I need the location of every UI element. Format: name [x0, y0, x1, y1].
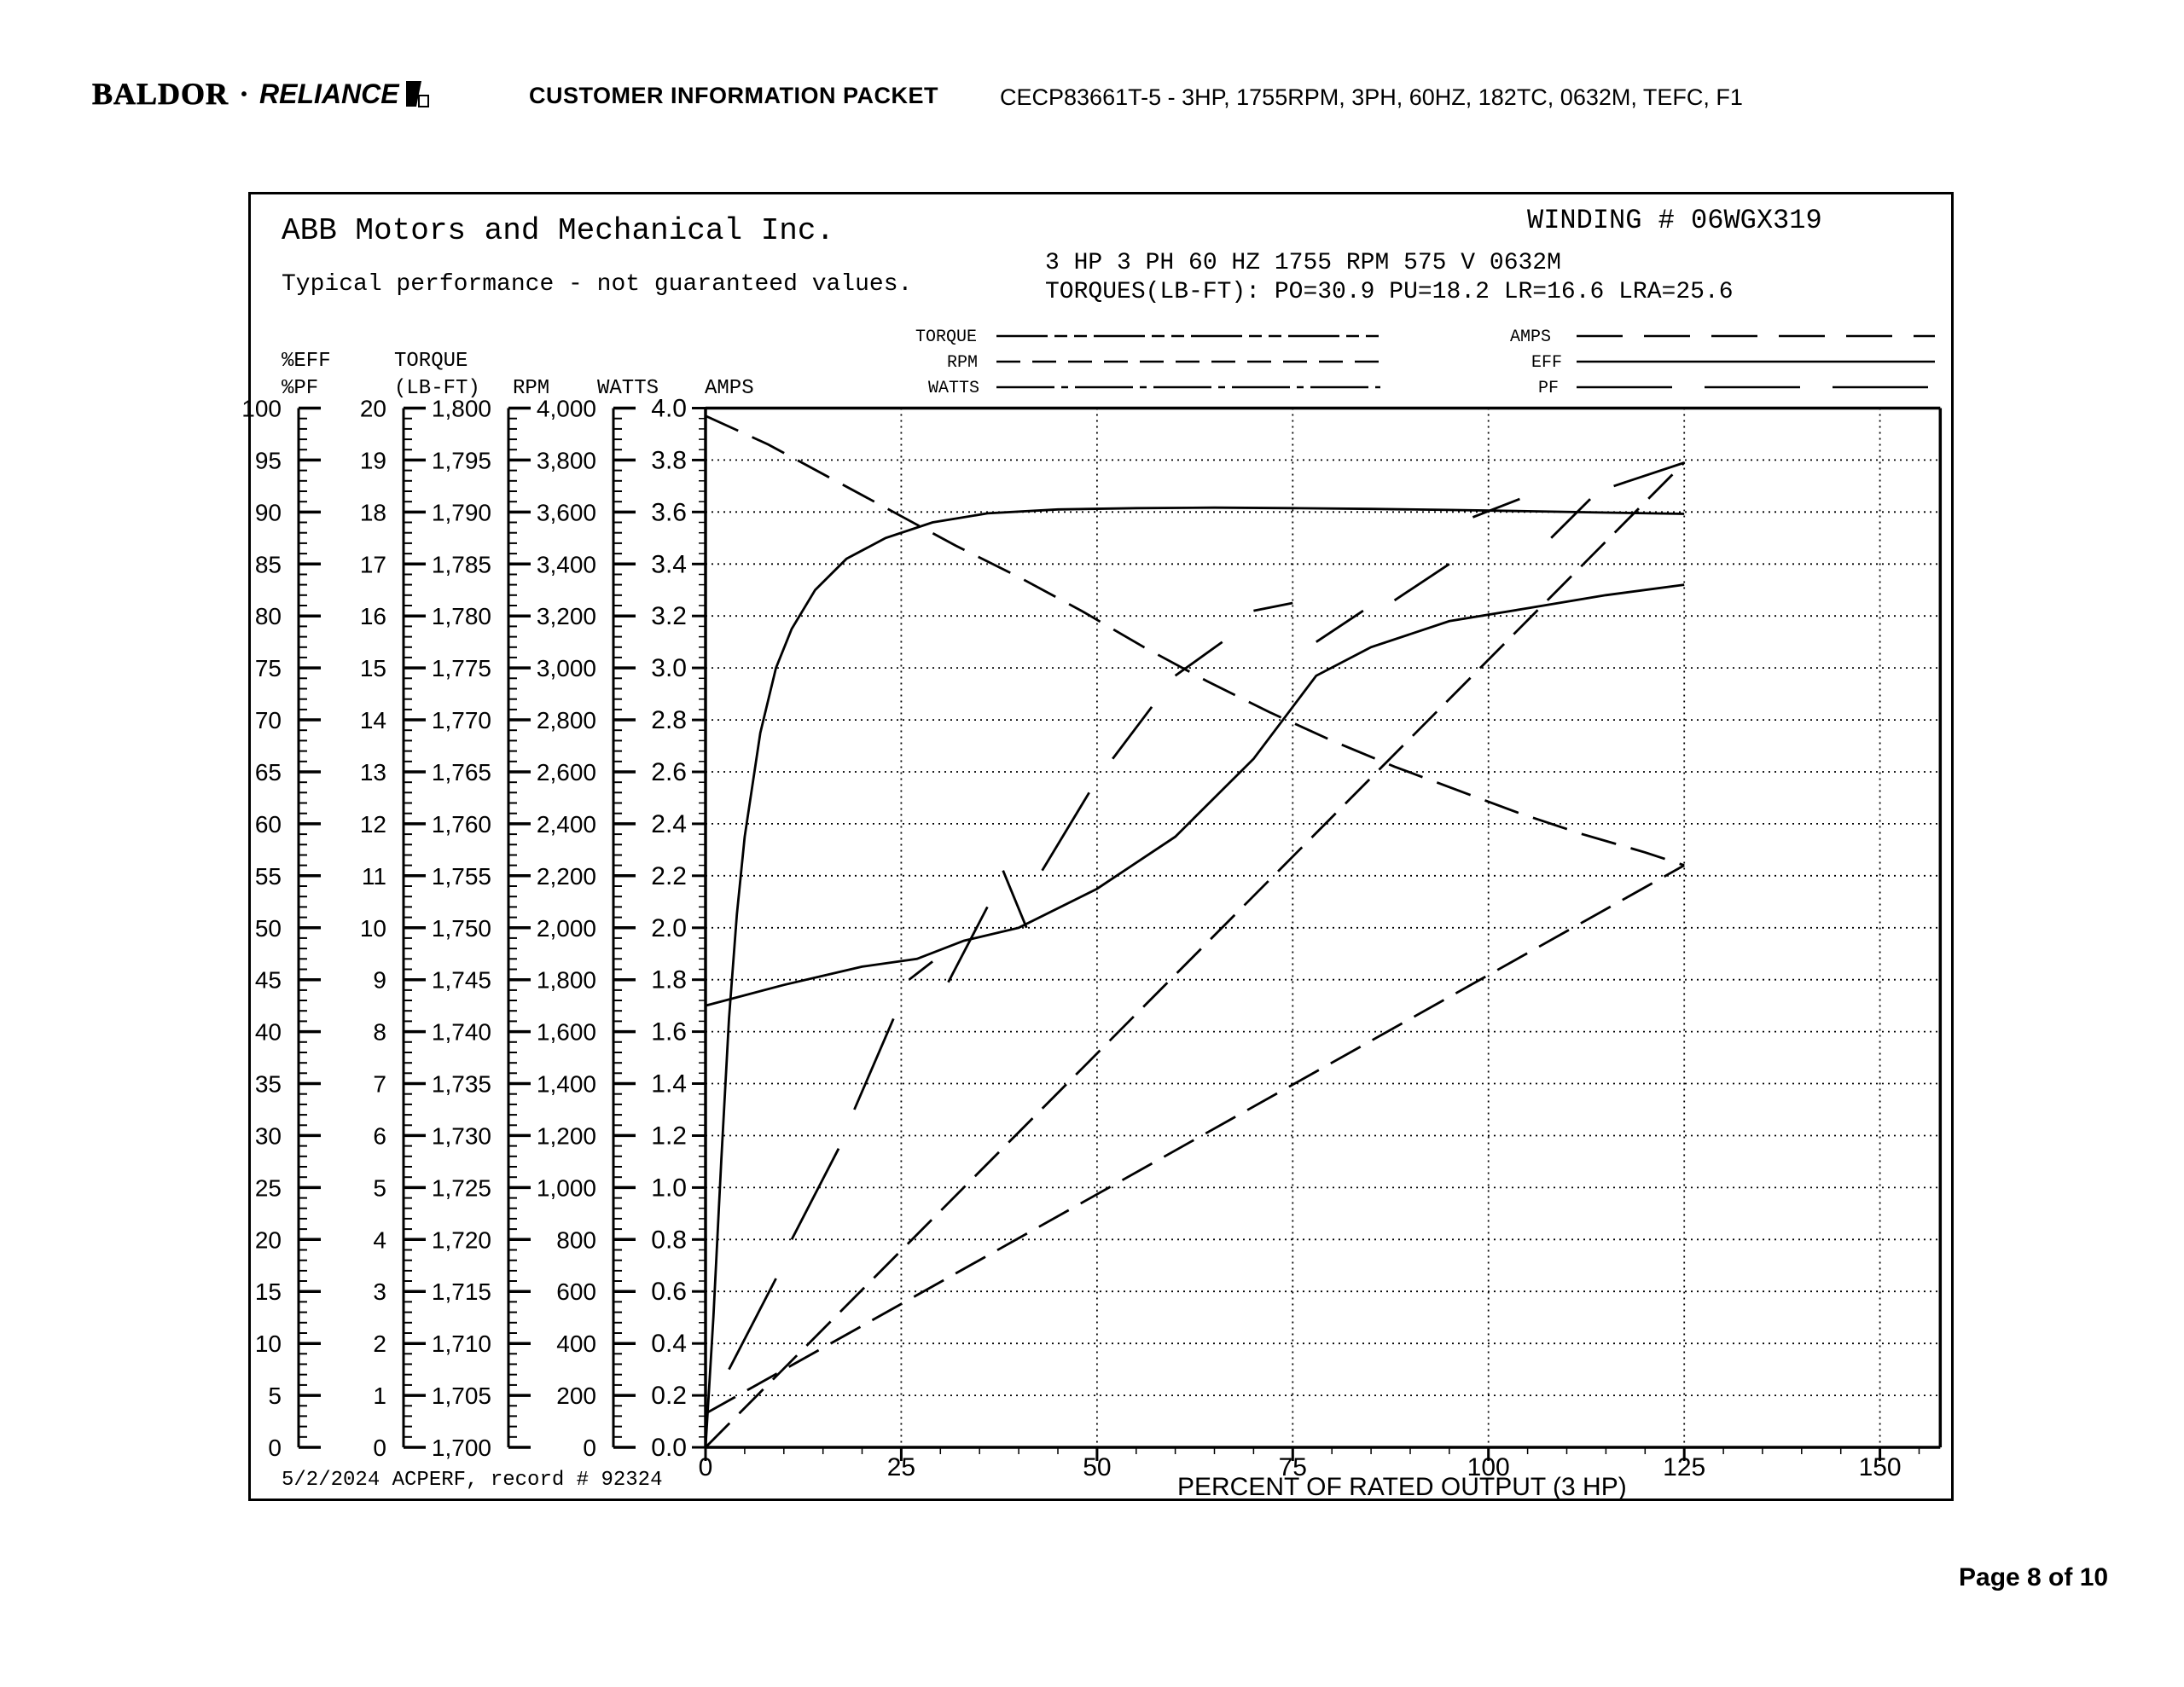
svg-text:2.8: 2.8 — [651, 706, 687, 734]
svg-text:1.4: 1.4 — [651, 1070, 687, 1099]
svg-text:125: 125 — [1663, 1453, 1705, 1481]
svg-text:3.0: 3.0 — [651, 654, 687, 682]
svg-text:3.4: 3.4 — [651, 550, 687, 578]
svg-text:0.4: 0.4 — [651, 1330, 687, 1358]
svg-text:2.4: 2.4 — [651, 810, 687, 838]
svg-text:25: 25 — [887, 1453, 915, 1481]
svg-text:0: 0 — [699, 1453, 713, 1481]
svg-text:3.2: 3.2 — [651, 602, 687, 630]
svg-text:0.2: 0.2 — [651, 1382, 687, 1410]
svg-text:0.8: 0.8 — [651, 1226, 687, 1254]
svg-text:1.0: 1.0 — [651, 1174, 687, 1202]
svg-text:1.6: 1.6 — [651, 1018, 687, 1046]
svg-text:1.2: 1.2 — [651, 1122, 687, 1151]
svg-text:3.6: 3.6 — [651, 498, 687, 526]
svg-text:2.2: 2.2 — [651, 862, 687, 890]
svg-text:2.0: 2.0 — [651, 914, 687, 942]
svg-text:4.0: 4.0 — [651, 395, 687, 423]
svg-text:0.0: 0.0 — [651, 1434, 687, 1462]
svg-text:2.6: 2.6 — [651, 758, 687, 786]
svg-text:3.8: 3.8 — [651, 446, 687, 474]
svg-text:50: 50 — [1083, 1453, 1111, 1481]
svg-text:0.6: 0.6 — [651, 1278, 687, 1306]
svg-text:150: 150 — [1859, 1453, 1902, 1481]
svg-text:1.8: 1.8 — [651, 966, 687, 994]
